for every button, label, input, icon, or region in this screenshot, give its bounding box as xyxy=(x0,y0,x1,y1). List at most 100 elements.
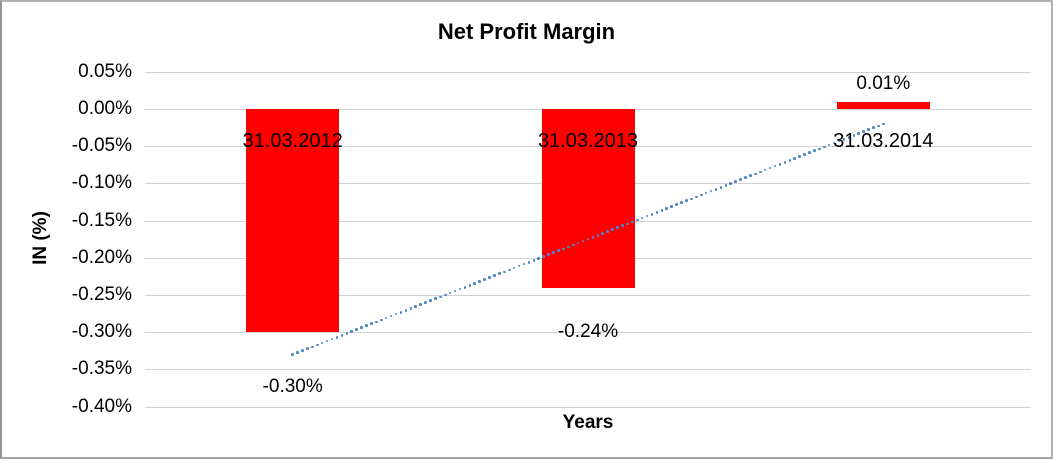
trendline-dot xyxy=(808,151,811,154)
data-label: 0.01% xyxy=(856,72,911,94)
trendline-dot xyxy=(291,353,294,356)
trendline-dot xyxy=(576,241,580,245)
trendline-dot xyxy=(616,226,619,229)
gridline xyxy=(145,369,1031,371)
trendline-dot xyxy=(355,328,358,331)
trendline-dot xyxy=(857,132,861,135)
trendline-dot xyxy=(862,130,865,133)
gridline xyxy=(145,332,1031,334)
trendline-dot xyxy=(448,291,452,295)
trendline-dot xyxy=(512,266,516,270)
y-axis-tick-label: -0.15% xyxy=(71,209,132,231)
trendline-dot xyxy=(478,280,481,283)
trendline-dot xyxy=(694,195,698,199)
trendline-dot xyxy=(596,234,600,237)
trendline-dot xyxy=(389,314,393,318)
trendline-dot xyxy=(419,303,422,306)
trendline-dot xyxy=(394,312,398,316)
trendline-dot xyxy=(379,318,383,322)
trendline-dot xyxy=(621,224,624,228)
trendline-dot xyxy=(645,214,649,218)
trendline-dot xyxy=(360,326,363,329)
trendline-dot xyxy=(591,235,595,239)
trendline-dot xyxy=(882,122,885,126)
category-label: 31.03.2014 xyxy=(833,130,934,152)
trendline-dot xyxy=(439,295,442,299)
trendline-dot xyxy=(611,228,614,231)
trendline-dot xyxy=(517,264,521,268)
trendline-dot xyxy=(744,176,747,179)
data-label: -0.30% xyxy=(262,376,323,398)
trendline-dot xyxy=(522,262,526,266)
trendline-dot xyxy=(847,136,851,139)
trendline-dot xyxy=(365,324,368,327)
data-label: -0.24% xyxy=(557,320,619,342)
y-axis-tick-label: 0.05% xyxy=(78,60,132,82)
y-axis-tick-label: -0.30% xyxy=(71,321,132,343)
trendline-dot xyxy=(532,259,536,262)
trendline-dot xyxy=(704,191,708,195)
trendline-dot xyxy=(311,345,314,349)
trendline-dot xyxy=(749,174,752,178)
trendline-dot xyxy=(498,272,501,276)
y-axis-tick-label: -0.40% xyxy=(71,395,132,417)
trendline-dot xyxy=(488,276,491,279)
trendline-dot xyxy=(424,301,427,304)
trendline-dot xyxy=(773,164,777,168)
trendline-dot xyxy=(552,251,555,254)
trendline-dot xyxy=(872,126,875,130)
trendline-dot xyxy=(306,347,309,351)
trendline-dot xyxy=(763,168,767,172)
trendline-dot xyxy=(719,186,723,189)
trendline-dot xyxy=(660,209,664,212)
trendline-dot xyxy=(877,124,880,128)
trendline-dot xyxy=(404,309,408,312)
trendline-dot xyxy=(330,337,334,341)
trendline-dot xyxy=(567,245,570,249)
trendline-dot xyxy=(503,270,506,274)
trendline-dot xyxy=(788,159,792,162)
trendline-dot xyxy=(690,197,693,201)
category-label: 31.03.2013 xyxy=(537,130,639,152)
trendline-dot xyxy=(699,193,703,197)
trendline-dot xyxy=(813,149,816,153)
trendline-dot xyxy=(650,212,654,216)
trendline-dot xyxy=(729,182,733,185)
trendline-dot xyxy=(635,218,639,222)
trendline-dot xyxy=(739,178,742,181)
trendline-dot xyxy=(675,203,678,206)
trendline-dot xyxy=(537,257,541,260)
gridline xyxy=(145,295,1031,296)
trendline-dot xyxy=(384,316,388,320)
trendline-dot xyxy=(463,285,467,289)
trendline-dot xyxy=(468,284,472,287)
trendline-dot xyxy=(414,305,418,308)
trendline-dot xyxy=(335,335,339,339)
trendline-dot xyxy=(768,166,772,170)
trendline-dot xyxy=(458,287,462,291)
trendline-dot xyxy=(409,307,413,310)
trendline-dot xyxy=(842,137,846,141)
trendline-dot xyxy=(827,143,831,147)
trendline-dot xyxy=(822,145,826,149)
trendline-dot xyxy=(547,253,550,256)
trendline-dot xyxy=(315,343,319,347)
gridline xyxy=(145,71,1031,73)
trendline-dot xyxy=(798,155,801,158)
trendline-dot xyxy=(296,351,299,354)
trendline-dot xyxy=(370,322,373,326)
trendline-dot xyxy=(320,341,324,345)
trendline-dot xyxy=(685,199,688,203)
trendline-dot xyxy=(606,230,609,233)
trendline-dot xyxy=(493,274,496,277)
y-axis-tick-label: -0.05% xyxy=(71,135,132,157)
bar-31.03.2013 xyxy=(541,109,635,288)
trendline-dot xyxy=(483,278,486,281)
trendline-dot xyxy=(783,161,787,164)
trendline-dot xyxy=(542,255,545,258)
trendline-dot xyxy=(507,268,511,272)
trendline-dot xyxy=(601,232,605,235)
category-label: 31.03.2012 xyxy=(242,130,343,152)
y-axis-tick-label: -0.10% xyxy=(71,172,132,194)
